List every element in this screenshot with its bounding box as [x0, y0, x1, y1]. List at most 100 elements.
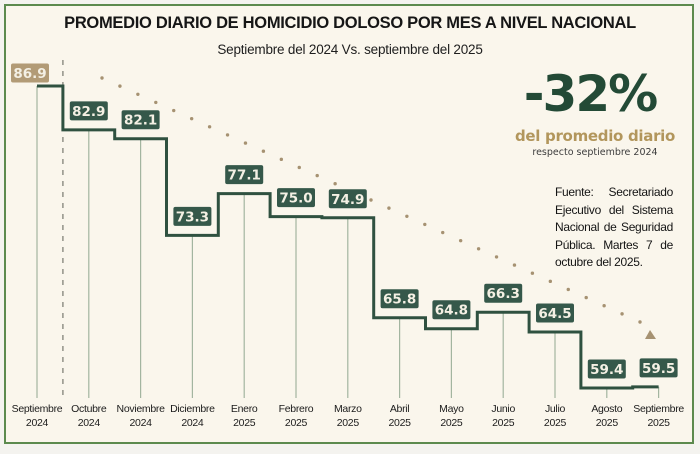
- x-tick-label-month: Marzo: [334, 403, 362, 415]
- value-label: 82.9: [69, 101, 108, 121]
- value-label: 73.3: [173, 206, 212, 226]
- value-label-text: 74.9: [331, 192, 364, 208]
- value-label-text: 77.1: [228, 168, 261, 184]
- value-label-bg: [328, 189, 367, 209]
- trend-dot: [405, 214, 409, 218]
- value-label-bg: [277, 188, 315, 208]
- chart-subtitle: Septiembre del 2024 Vs. septiembre del 2…: [217, 42, 483, 57]
- x-tick-label-year: 2025: [440, 417, 463, 429]
- x-tick-label-month: Noviembre: [117, 403, 166, 415]
- x-tick-label-month: Abril: [390, 403, 410, 415]
- x-tick-label-year: 2024: [78, 417, 101, 429]
- x-tick-label-year: 2024: [26, 417, 49, 429]
- value-label: 86.9: [11, 63, 49, 83]
- x-tick-label-year: 2025: [337, 417, 360, 429]
- trend-dot: [189, 116, 194, 121]
- x-tick-label-year: 2025: [596, 417, 619, 429]
- trend-dot: [243, 141, 248, 145]
- trend-dot: [154, 100, 158, 105]
- value-label-text: 82.1: [124, 113, 157, 129]
- x-tick-label-month: Junio: [491, 403, 515, 415]
- trend-dot: [494, 255, 499, 259]
- x-tick-label-month: Febrero: [279, 403, 314, 415]
- chart-title: PROMEDIO DIARIO DE HOMICIDIO DOLOSO POR …: [64, 14, 636, 32]
- trend-dot: [423, 222, 427, 227]
- trend-dot: [225, 133, 230, 137]
- trend-dot: [512, 263, 517, 267]
- x-tick-label-year: 2025: [492, 417, 515, 429]
- value-label: 74.9: [328, 189, 367, 209]
- trend-dot: [369, 198, 373, 202]
- value-label: 64.5: [536, 303, 574, 323]
- x-tick-label-year: 2025: [389, 417, 412, 429]
- x-tick-label-month: Septiembre: [12, 403, 63, 415]
- x-tick-label-year: 2024: [130, 417, 153, 429]
- trend-dot: [548, 279, 553, 284]
- value-label-text: 59.4: [590, 362, 623, 378]
- trend-dot: [387, 206, 391, 210]
- value-label: 65.8: [380, 289, 419, 309]
- trend-dot: [584, 295, 588, 300]
- trend-dot: [172, 108, 176, 113]
- source-note: Fuente: Secretariado Ejecutivo del Siste…: [555, 185, 673, 269]
- trend-dot: [476, 247, 481, 251]
- value-label: 64.8: [432, 300, 471, 320]
- value-label-bg: [11, 63, 49, 83]
- trend-dot: [566, 287, 570, 292]
- value-label-text: 65.8: [383, 292, 416, 308]
- value-label: 75.0: [277, 188, 315, 208]
- value-label-bg: [432, 300, 471, 320]
- percent-change-value: -32%: [523, 65, 658, 123]
- value-label-bg: [225, 165, 264, 185]
- value-label-bg: [587, 359, 626, 379]
- trend-dot: [279, 157, 284, 162]
- x-tick-label-year: 2025: [285, 417, 308, 429]
- x-tick-label-month: Diciembre: [170, 403, 215, 415]
- x-tick-label-month: Julio: [545, 403, 566, 415]
- trend-dot: [315, 173, 319, 178]
- value-label-text: 75.0: [279, 191, 312, 207]
- trend-dot: [441, 230, 445, 235]
- trend-dot: [297, 165, 301, 170]
- x-tick-label-year: 2025: [648, 417, 671, 429]
- value-label: 77.1: [225, 165, 264, 185]
- trend-dot: [118, 84, 122, 88]
- x-tick-label-year: 2025: [544, 417, 567, 429]
- trend-dot: [458, 238, 463, 243]
- step-line: [37, 84, 659, 390]
- trend-dot: [207, 125, 212, 129]
- value-label-bg: [380, 289, 419, 309]
- value-label: 82.1: [121, 110, 160, 130]
- x-tick-label-year: 2024: [181, 417, 204, 429]
- value-label-text: 64.5: [538, 306, 571, 322]
- x-tick-label-month: Agosto: [591, 403, 622, 415]
- trend-dot: [136, 92, 140, 96]
- x-tick-label-year: 2025: [233, 417, 256, 429]
- percent-change-subcaption: respecto septiembre 2024: [532, 147, 658, 158]
- value-label-text: 64.8: [435, 303, 468, 319]
- value-label: 59.4: [587, 359, 626, 379]
- trend-arrow-icon: [645, 330, 656, 339]
- value-label-bg: [121, 110, 160, 130]
- x-tick-label-month: Octubre: [71, 403, 107, 415]
- trend-dot: [620, 312, 624, 316]
- value-label-text: 86.9: [13, 66, 46, 82]
- value-label-text: 73.3: [176, 209, 209, 225]
- value-label-bg: [173, 206, 212, 226]
- trend-dot: [261, 149, 266, 153]
- value-label-bg: [536, 303, 574, 323]
- value-label-text: 66.3: [487, 286, 520, 302]
- trend-dot: [602, 304, 606, 308]
- trend-dot: [530, 271, 535, 275]
- value-label: 59.5: [639, 358, 678, 378]
- trend-dot: [638, 320, 642, 324]
- value-label-bg: [639, 358, 678, 378]
- percent-change-caption: del promedio diario: [514, 127, 676, 145]
- value-label-bg: [69, 101, 108, 121]
- x-tick-label-month: Septiembre: [633, 403, 684, 415]
- chart-frame: [4, 4, 694, 444]
- value-label-text: 59.5: [642, 361, 675, 377]
- x-tick-label-month: Enero: [231, 403, 258, 415]
- value-label-text: 82.9: [72, 104, 105, 120]
